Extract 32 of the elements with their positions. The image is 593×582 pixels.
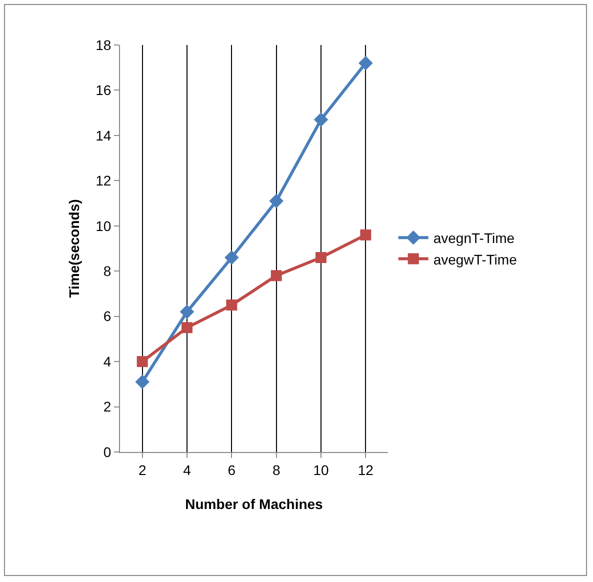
- y-tick-label: 18: [96, 36, 112, 53]
- legend-label: avegnT-Time: [433, 230, 515, 246]
- y-tick-label: 2: [103, 398, 112, 415]
- point: [135, 374, 150, 390]
- point: [269, 194, 284, 208]
- y-tick-label: 10: [96, 218, 112, 234]
- point: [180, 304, 194, 319]
- point: [358, 56, 373, 70]
- point: [360, 229, 372, 240]
- y-tick-label: 6: [103, 308, 112, 324]
- point: [314, 112, 328, 127]
- y-tick-label: 0: [103, 444, 112, 460]
- y-tick-label: 8: [103, 263, 112, 280]
- point: [270, 270, 282, 282]
- point: [316, 252, 326, 264]
- x-tick-label: 10: [313, 462, 329, 478]
- x-axis-title: Number of Machines: [185, 496, 324, 512]
- x-tick-label: 12: [358, 462, 374, 478]
- x-tick-label: 4: [183, 462, 192, 478]
- point: [182, 322, 192, 334]
- point: [136, 356, 148, 368]
- x-tick-label: 2: [138, 462, 146, 478]
- point: [224, 250, 239, 265]
- y-tick-label: 16: [96, 82, 112, 98]
- x-tick-label: 6: [228, 462, 236, 478]
- y-axis-title: Time(seconds): [66, 199, 82, 298]
- y-tick-label: 12: [96, 172, 112, 189]
- y-tick-label: 14: [96, 127, 112, 144]
- y-tick-label: 4: [103, 353, 112, 370]
- point: [226, 300, 238, 311]
- legend-label: avegwT-Time: [433, 251, 518, 268]
- x-tick-label: 8: [272, 462, 280, 478]
